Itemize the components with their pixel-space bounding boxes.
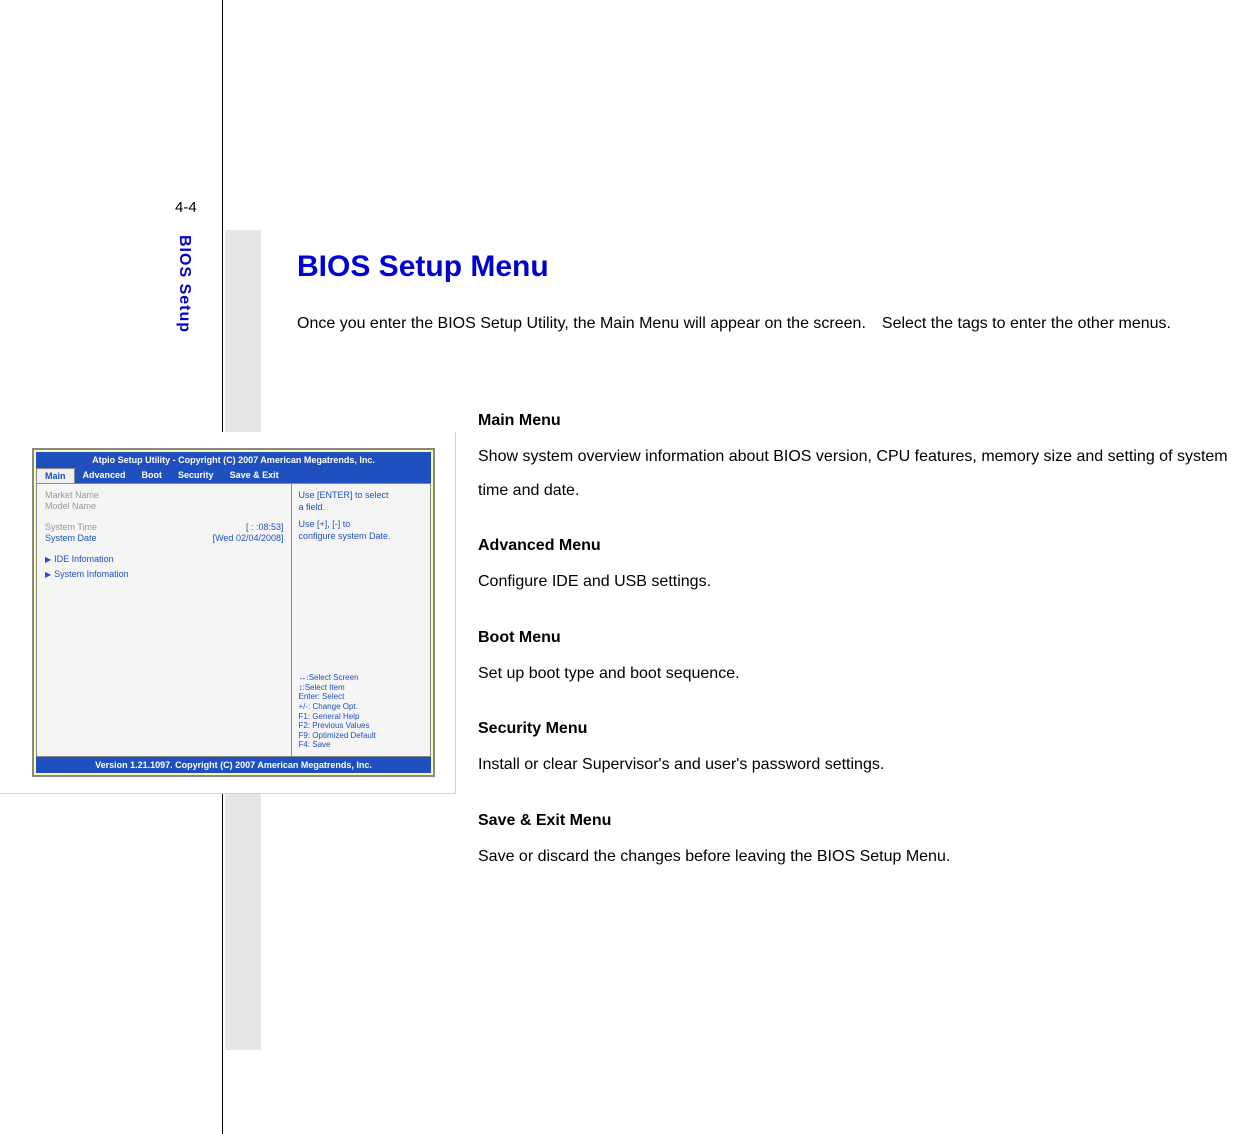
bios-left-panel: Market Name Model Name System Time [ : :… (37, 484, 292, 756)
system-info-item[interactable]: ▶System Infomation (45, 569, 129, 579)
triangle-icon: ▶ (45, 555, 51, 564)
page-title: BIOS Setup Menu (297, 250, 549, 284)
section-body: Set up boot type and boot sequence. (478, 657, 1238, 691)
section-heading: Security Menu (478, 720, 1238, 738)
bios-body: Market Name Model Name System Time [ : :… (36, 483, 431, 757)
system-time-value[interactable]: [ : :08:53] (246, 522, 284, 532)
system-time-label: System Time (45, 522, 97, 532)
sections-column: Main Menu Show system overview informati… (478, 412, 1238, 904)
section-body: Save or discard the changes before leavi… (478, 840, 1238, 874)
model-name-label: Model Name (45, 501, 96, 511)
section-heading: Advanced Menu (478, 537, 1238, 555)
system-date-value[interactable]: [Wed 02/04/2008] (213, 533, 284, 543)
bios-screenshot: Atpio Setup Utility - Copyright (C) 2007… (0, 432, 456, 794)
ide-info-item[interactable]: ▶IDE Infomation (45, 554, 114, 564)
bios-header: Atpio Setup Utility - Copyright (C) 2007… (36, 452, 431, 468)
section-boot-menu: Boot Menu Set up boot type and boot sequ… (478, 629, 1238, 691)
section-body: Configure IDE and USB settings. (478, 565, 1238, 599)
bios-tab-main[interactable]: Main (36, 468, 75, 483)
section-save-exit-menu: Save & Exit Menu Save or discard the cha… (478, 812, 1238, 874)
bios-tab-boot[interactable]: Boot (134, 468, 171, 483)
section-heading: Main Menu (478, 412, 1238, 430)
bios-tab-save-exit[interactable]: Save & Exit (222, 468, 287, 483)
bios-help-text: Use [ENTER] to select a field. Use [+], … (298, 490, 424, 543)
bios-right-panel: Use [ENTER] to select a field. Use [+], … (292, 484, 430, 756)
market-name-label: Market Name (45, 490, 99, 500)
system-date-label: System Date (45, 533, 97, 543)
section-security-menu: Security Menu Install or clear Superviso… (478, 720, 1238, 782)
section-body: Show system overview information about B… (478, 440, 1238, 507)
section-advanced-menu: Advanced Menu Configure IDE and USB sett… (478, 537, 1238, 599)
bios-footer: Version 1.21.1097. Copyright (C) 2007 Am… (36, 757, 431, 773)
section-heading: Boot Menu (478, 629, 1238, 647)
section-body: Install or clear Supervisor's and user's… (478, 748, 1238, 782)
bios-tab-security[interactable]: Security (170, 468, 222, 483)
bios-key-hints: ↔:Select Screen ↕:Select Item Enter: Sel… (298, 673, 424, 750)
page-number: 4-4 (175, 199, 197, 216)
intro-paragraph: Once you enter the BIOS Setup Utility, t… (297, 306, 1237, 341)
bios-window: Atpio Setup Utility - Copyright (C) 2007… (32, 448, 435, 777)
bios-tabs: Main Advanced Boot Security Save & Exit (36, 468, 431, 483)
bios-tab-advanced[interactable]: Advanced (75, 468, 134, 483)
section-main-menu: Main Menu Show system overview informati… (478, 412, 1238, 507)
side-label: BIOS Setup (175, 235, 193, 333)
triangle-icon: ▶ (45, 570, 51, 579)
section-heading: Save & Exit Menu (478, 812, 1238, 830)
